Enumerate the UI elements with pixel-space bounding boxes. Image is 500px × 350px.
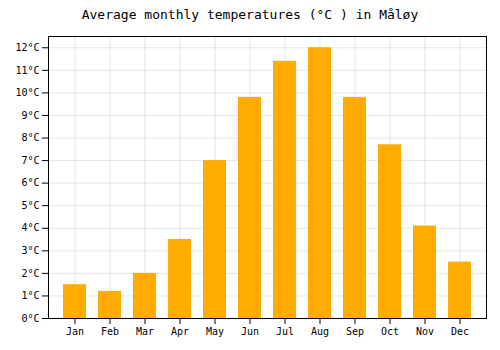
svg-text:9°C: 9°C	[21, 110, 39, 121]
svg-text:6°C: 6°C	[21, 177, 39, 188]
svg-text:Mar: Mar	[136, 326, 154, 337]
svg-text:Aug: Aug	[311, 326, 329, 337]
svg-text:Feb: Feb	[101, 326, 119, 337]
svg-text:7°C: 7°C	[21, 155, 39, 166]
svg-text:4°C: 4°C	[21, 222, 39, 233]
svg-text:1°C: 1°C	[21, 290, 39, 301]
svg-text:Jun: Jun	[241, 326, 259, 337]
svg-text:12°C: 12°C	[15, 42, 39, 53]
svg-text:10°C: 10°C	[15, 87, 39, 98]
svg-text:May: May	[206, 326, 224, 337]
svg-text:Oct: Oct	[381, 326, 399, 337]
svg-text:Apr: Apr	[171, 326, 189, 337]
svg-text:Jul: Jul	[276, 326, 294, 337]
svg-text:3°C: 3°C	[21, 245, 39, 256]
svg-text:Dec: Dec	[451, 326, 469, 337]
svg-text:Jan: Jan	[66, 326, 84, 337]
html-text:Average monthly temperatures (: Average monthly temperatures (°C ) in Må…	[81, 7, 419, 22]
svg-text:8°C: 8°C	[21, 132, 39, 143]
svg-text:2°C: 2°C	[21, 268, 39, 279]
svg-text:0°C: 0°C	[21, 313, 39, 324]
svg-text:5°C: 5°C	[21, 200, 39, 211]
svg-text:Nov: Nov	[416, 326, 434, 337]
svg-text:11°C: 11°C	[15, 65, 39, 76]
svg-text:Sep: Sep	[346, 326, 364, 337]
